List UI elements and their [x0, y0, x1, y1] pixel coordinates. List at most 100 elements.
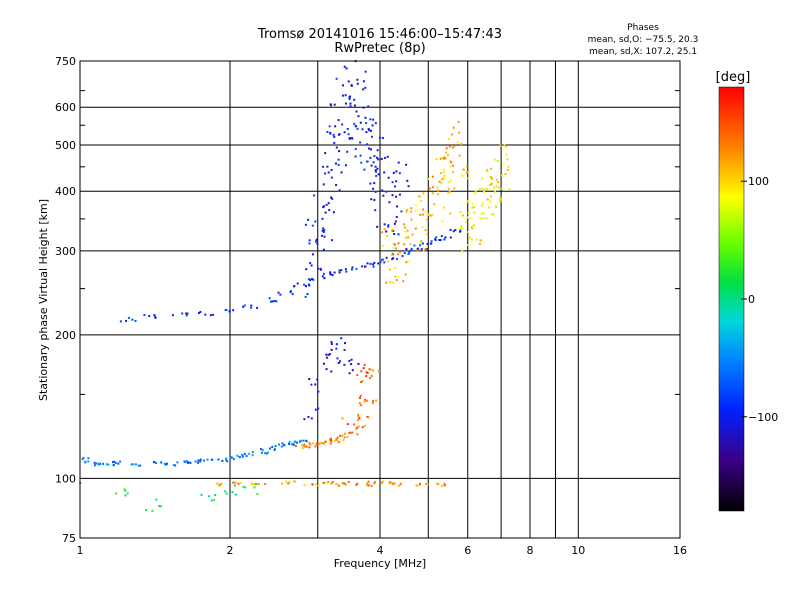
data-point	[366, 371, 369, 374]
data-point	[392, 246, 395, 249]
data-point	[324, 440, 327, 443]
data-point	[393, 185, 396, 188]
data-point	[336, 482, 339, 485]
data-point	[98, 462, 101, 465]
data-point	[379, 260, 382, 263]
data-point	[385, 230, 388, 233]
data-point	[131, 318, 134, 321]
data-point	[441, 158, 444, 161]
y-tick-label: 600	[55, 101, 76, 114]
data-point	[372, 161, 375, 164]
stats-line-o: mean, sd,O: −75.5, 20.3	[588, 35, 699, 45]
data-point	[82, 456, 85, 459]
data-point	[508, 188, 511, 191]
data-point	[358, 396, 361, 399]
data-point	[332, 211, 335, 214]
data-point	[292, 442, 295, 445]
data-point	[333, 135, 336, 138]
data-point	[360, 404, 363, 407]
data-point	[366, 262, 369, 265]
data-point	[378, 136, 381, 139]
data-point	[185, 314, 188, 317]
chart-title-line2: RwPretec (8p)	[334, 41, 425, 56]
data-point	[391, 181, 394, 184]
data-point	[281, 442, 284, 445]
data-point	[414, 227, 417, 230]
data-point	[405, 261, 408, 264]
data-point	[438, 180, 441, 183]
data-point	[273, 449, 276, 452]
data-point	[362, 88, 365, 91]
data-point	[347, 80, 350, 83]
data-point	[81, 458, 84, 461]
data-point	[481, 187, 484, 190]
data-point	[206, 458, 209, 461]
data-point	[437, 482, 440, 485]
data-point	[317, 267, 320, 270]
data-point	[391, 227, 394, 230]
data-point	[473, 211, 476, 214]
data-point	[254, 483, 257, 486]
data-point	[368, 129, 371, 132]
data-point	[327, 171, 330, 174]
x-tick-label: 4	[377, 544, 384, 557]
stats-heading: Phases	[627, 23, 659, 33]
data-point	[340, 337, 343, 340]
data-point	[410, 210, 413, 213]
data-point	[390, 254, 393, 257]
data-point	[250, 304, 253, 307]
data-point	[418, 195, 421, 198]
data-point	[386, 155, 389, 158]
data-point	[314, 408, 317, 411]
data-point	[398, 193, 401, 196]
data-point	[224, 490, 227, 493]
data-point	[343, 348, 346, 351]
y-tick-label: 300	[55, 245, 76, 258]
data-point	[452, 230, 455, 233]
data-point	[410, 207, 413, 210]
data-point	[266, 451, 269, 454]
data-point	[337, 158, 340, 161]
data-point	[388, 201, 391, 204]
data-point	[456, 141, 459, 144]
data-point	[434, 238, 437, 241]
data-point	[388, 481, 391, 484]
data-point	[431, 186, 434, 189]
data-point	[391, 229, 394, 232]
data-point	[493, 190, 496, 193]
data-point	[451, 164, 454, 167]
data-point	[361, 265, 364, 268]
data-point	[373, 182, 376, 185]
data-point	[395, 279, 398, 282]
data-point	[395, 215, 398, 218]
data-point	[329, 132, 332, 135]
data-point	[457, 120, 460, 123]
data-point	[304, 223, 307, 226]
data-point	[316, 378, 319, 381]
data-point	[420, 239, 423, 242]
data-point	[155, 498, 158, 501]
data-point	[280, 482, 283, 485]
data-point	[355, 267, 358, 270]
data-point	[137, 464, 140, 467]
data-point	[287, 482, 290, 485]
data-point	[338, 271, 341, 274]
data-point	[241, 455, 244, 458]
data-point	[306, 293, 309, 296]
data-point	[130, 463, 133, 466]
data-point	[314, 240, 317, 243]
data-point	[342, 482, 345, 485]
data-point	[425, 233, 428, 236]
data-point	[232, 309, 235, 312]
data-point	[359, 394, 362, 397]
data-point	[387, 225, 390, 228]
data-point	[364, 70, 367, 73]
data-point	[486, 198, 489, 201]
data-point	[417, 195, 420, 198]
data-point	[356, 419, 359, 422]
data-point	[407, 260, 410, 263]
data-point	[406, 229, 409, 232]
data-point	[383, 261, 386, 264]
data-point	[439, 157, 442, 160]
data-point	[448, 190, 451, 193]
